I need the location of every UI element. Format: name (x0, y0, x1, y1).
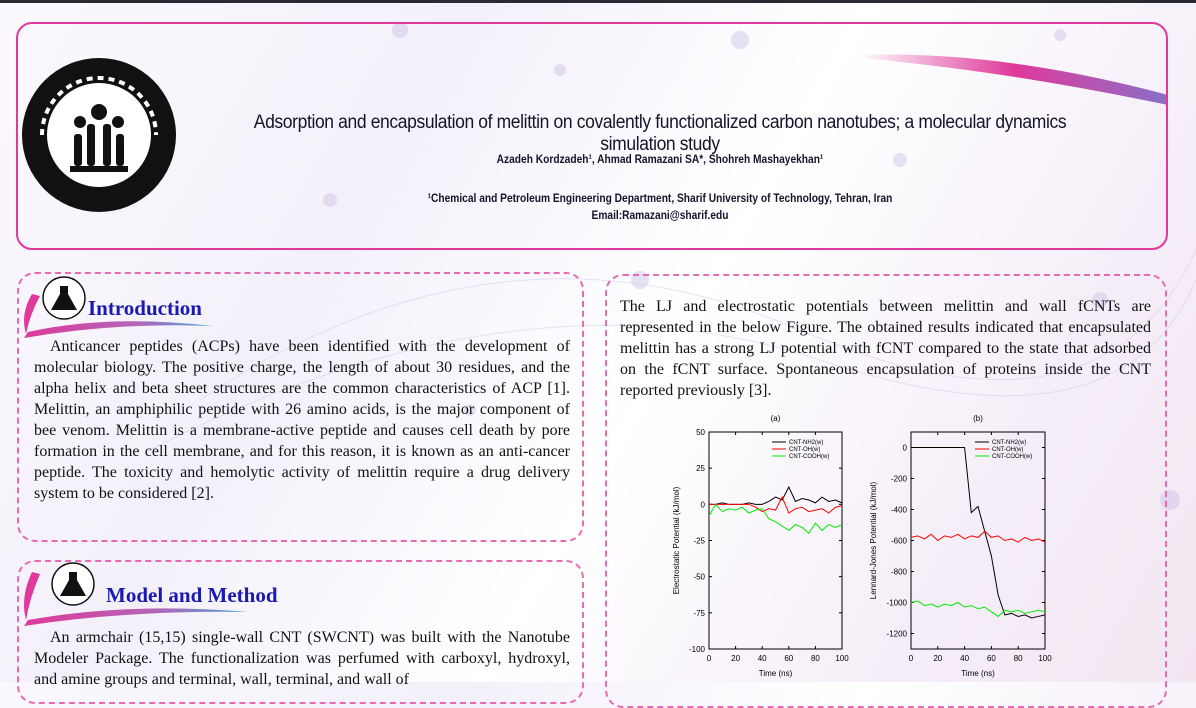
y-tick-label: -25 (693, 537, 705, 546)
y-tick-label: -75 (693, 609, 705, 618)
x-tick-label: 40 (758, 654, 767, 663)
y-tick-label: -100 (689, 645, 706, 654)
x-tick-label: 40 (960, 654, 969, 663)
plot-frame (708, 431, 843, 650)
x-axis-label: Time (ns) (759, 669, 793, 678)
introduction-title: Introduction (88, 296, 202, 320)
chart-title: (a) (771, 414, 781, 423)
series-line-cnt-nh2-w- (709, 485, 843, 505)
poster-title: Adsorption and encapsulation of melittin… (253, 112, 1067, 155)
y-tick-label: -400 (891, 506, 908, 515)
x-tick-label: 60 (784, 654, 793, 663)
y-axis-label: Electrostatic Potential (kJ/mol) (672, 486, 681, 594)
legend-label: CNT-OH(w) (992, 447, 1023, 453)
introduction-text: Anticancer peptides (ACPs) have been ide… (34, 336, 570, 504)
method-title: Model and Method (106, 583, 278, 607)
series-line-cnt-cooh-w- (910, 600, 1046, 618)
email: Email:Ramazani@sharif.edu (591, 208, 729, 222)
y-tick-label: 0 (903, 444, 908, 453)
introduction-paragraph: Anticancer peptides (ACPs) have been ide… (34, 338, 570, 502)
x-tick-label: 20 (933, 654, 942, 663)
affiliation-block: ¹Chemical and Petroleum Engineering Depa… (252, 190, 1068, 224)
series-line-cnt-oh-w- (709, 495, 843, 514)
y-axis-label: Lennard-Jones Potential (kJ/mol) (869, 481, 878, 599)
y-tick-label: -1000 (887, 599, 908, 608)
introduction-heading-decoration (24, 276, 213, 338)
y-tick-label: -600 (891, 537, 908, 546)
plot-frame (910, 431, 1046, 650)
y-tick-label: -1200 (887, 630, 908, 639)
series-line-cnt-cooh-w- (708, 503, 843, 535)
legend-label: CNT-NH2(w) (789, 440, 823, 446)
top-bar (0, 0, 1196, 3)
introduction-panel (17, 272, 584, 542)
series-line-cnt-nh2-w- (911, 447, 1046, 619)
poster-header (16, 22, 1168, 250)
y-tick-label: -800 (891, 568, 908, 577)
x-tick-label: 100 (1038, 654, 1052, 663)
method-heading-decoration (24, 562, 248, 626)
x-tick-label: 80 (811, 654, 820, 663)
affiliation: ¹Chemical and Petroleum Engineering Depa… (427, 191, 893, 205)
y-tick-label: 25 (696, 464, 705, 473)
legend-label: CNT-COOH(w) (789, 454, 829, 460)
x-tick-label: 0 (909, 654, 914, 663)
legend-label: CNT-OH(w) (789, 447, 820, 453)
x-tick-label: 60 (987, 654, 996, 663)
x-tick-label: 0 (707, 654, 712, 663)
y-tick-label: -200 (891, 475, 908, 484)
background-decoration (149, 22, 1196, 510)
x-tick-label: 20 (731, 654, 740, 663)
legend-label: CNT-NH2(w) (992, 440, 1026, 446)
sharif-university-logo (22, 58, 176, 212)
legend-label: CNT-COOH(w) (992, 454, 1032, 460)
x-axis-label: Time (ns) (961, 669, 995, 678)
results-paragraph: The LJ and electrostatic potentials betw… (620, 298, 1151, 399)
results-figure: (a) Time (ns) Electrostatic Potential (kJ/… (672, 414, 1052, 678)
x-tick-label: 80 (1014, 654, 1023, 663)
results-text: The LJ and electrostatic potentials betw… (620, 296, 1151, 401)
y-tick-label: -50 (693, 573, 705, 582)
x-tick-label: 100 (835, 654, 849, 663)
y-tick-label: 0 (701, 500, 706, 509)
chart-title: (b) (973, 414, 983, 423)
series-line-cnt-oh-w- (910, 530, 1046, 543)
authors: Azadeh Kordzadeh¹, Ahmad Ramazani SA*, S… (496, 152, 824, 166)
y-tick-label: 50 (696, 428, 705, 437)
